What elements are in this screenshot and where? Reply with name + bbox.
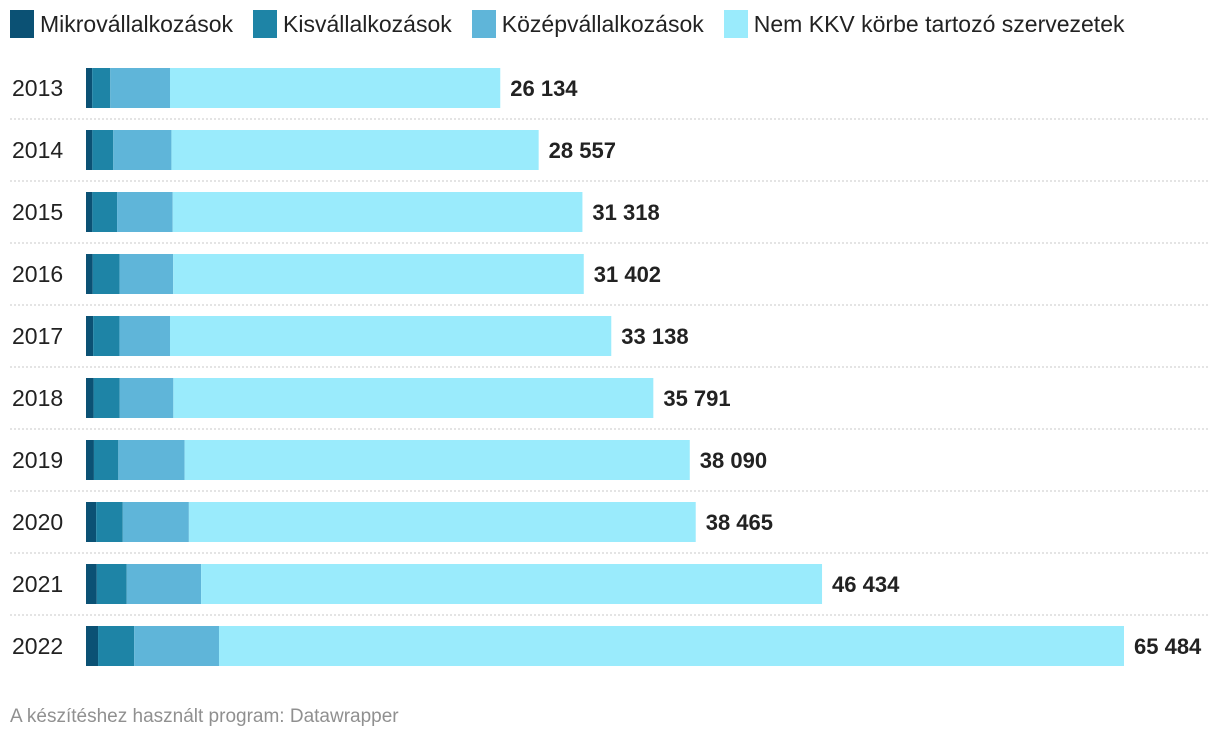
bar-segment [173, 254, 584, 294]
year-tick-label: 2018 [12, 385, 63, 411]
total-data-label: 28 557 [549, 138, 616, 163]
bar-segment [119, 254, 174, 294]
total-data-label: 31 402 [594, 262, 661, 287]
bar-segment [218, 626, 1124, 666]
bar-segment [188, 502, 696, 542]
bar-segment [126, 564, 202, 604]
stacked-bar-chart: 2013 26 134 2014 28 557 2015 31 318 2016 31 402… [10, 68, 1210, 666]
bar-segment [93, 440, 119, 480]
bar-segment [117, 192, 173, 232]
bar-segment [171, 130, 539, 170]
total-data-label: 31 318 [592, 200, 659, 225]
bar-segment [86, 502, 97, 542]
year-tick-label: 2019 [12, 447, 63, 473]
bar-segment [92, 254, 120, 294]
bar-segment [118, 440, 185, 480]
legend-swatch [10, 10, 34, 38]
bar-segment [93, 378, 120, 418]
bar-segment [122, 502, 189, 542]
bar-segment [86, 130, 93, 170]
bar-segment [98, 626, 135, 666]
bar-segment [86, 254, 93, 294]
total-data-label: 38 465 [706, 510, 773, 535]
bar-segment [119, 316, 171, 356]
total-data-label: 33 138 [621, 324, 688, 349]
legend-item: Mikrovállalkozások [10, 10, 233, 38]
bar-segment [96, 564, 127, 604]
legend-label: Középvállalkozások [501, 10, 704, 37]
bar-segment [92, 68, 111, 108]
bar-segment [110, 68, 171, 108]
year-tick-label: 2016 [12, 261, 63, 287]
bar-segment [86, 626, 99, 666]
bar-segment [86, 192, 93, 232]
bar-segment [86, 68, 93, 108]
legend: Mikrovállalkozások Kisvállalkozások Középv… [10, 10, 1145, 38]
legend-swatch [471, 10, 496, 38]
bar-segment [113, 130, 172, 170]
bar-segment [184, 440, 690, 480]
year-tick-label: 2014 [12, 137, 63, 163]
bar-segment [86, 440, 94, 480]
year-tick-label: 2021 [12, 571, 63, 597]
total-data-label: 38 090 [700, 448, 767, 473]
year-tick-label: 2015 [12, 199, 63, 225]
bar-segment [201, 564, 823, 604]
total-data-label: 65 484 [1134, 634, 1202, 659]
year-tick-label: 2017 [12, 323, 63, 349]
bar-segment [172, 192, 583, 232]
bar-segment [170, 68, 501, 108]
year-tick-label: 2020 [12, 509, 63, 535]
bar-segment [86, 378, 94, 418]
total-data-label: 46 434 [832, 572, 900, 597]
source-footer: A készítéshez használt program: Datawrap… [10, 706, 399, 727]
bar-segment [119, 378, 174, 418]
bar-segment [93, 316, 120, 356]
legend-label: Nem KKV körbe tartozó szervezetek [753, 10, 1125, 37]
bar-segment [170, 316, 612, 356]
bar-segment [92, 130, 114, 170]
legend-swatch [253, 10, 278, 38]
bar-segment [96, 502, 123, 542]
bar-segment [86, 564, 97, 604]
bar-segment [92, 192, 118, 232]
total-data-label: 35 791 [663, 386, 730, 411]
bar-segment [173, 378, 654, 418]
year-tick-label: 2022 [12, 633, 63, 659]
legend-item: Kisvállalkozások [253, 10, 452, 38]
legend-label: Mikrovállalkozások [40, 10, 234, 37]
total-data-label: 26 134 [510, 76, 578, 101]
legend-item: Középvállalkozások [471, 10, 704, 38]
bar-segment [86, 316, 94, 356]
legend-item: Nem KKV körbe tartozó szervezetek [723, 10, 1125, 38]
legend-label: Kisvállalkozások [283, 10, 452, 37]
legend-swatch [723, 10, 748, 38]
year-tick-label: 2013 [12, 75, 63, 101]
bar-segment [134, 626, 219, 666]
